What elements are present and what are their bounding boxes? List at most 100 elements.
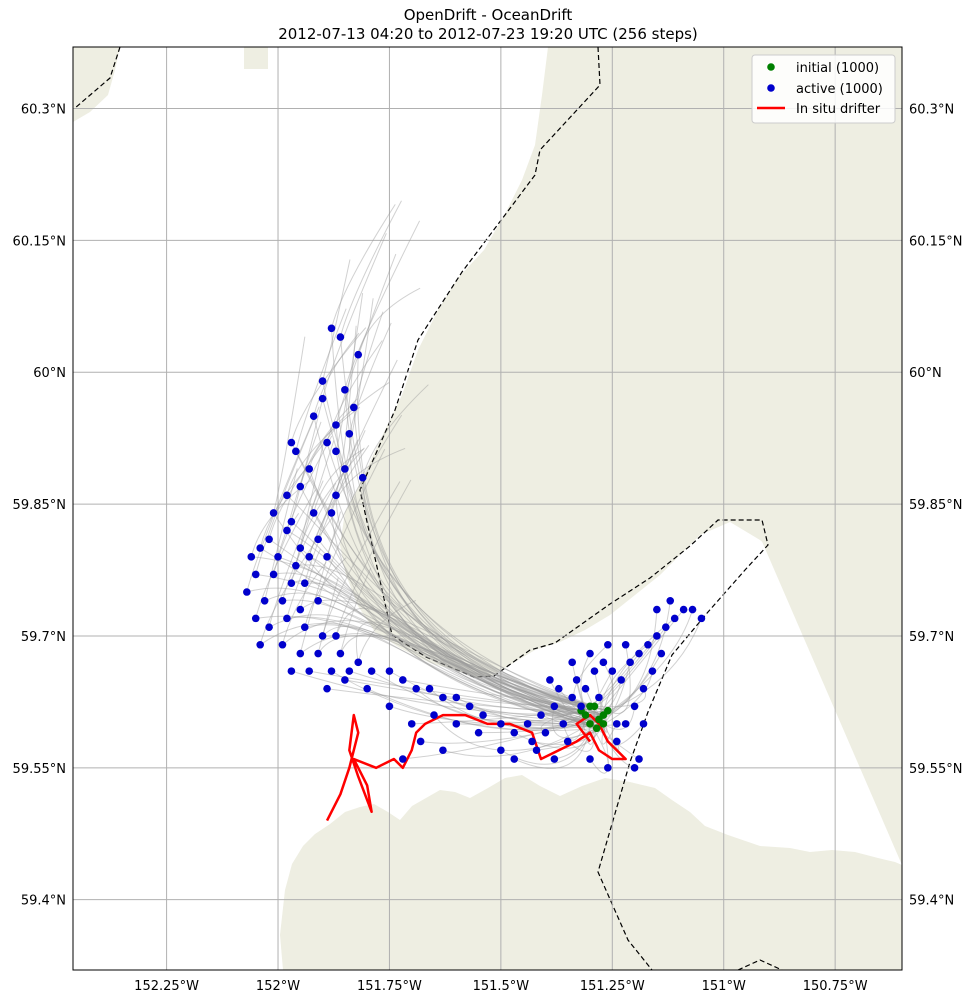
trajectory-line <box>514 723 604 749</box>
x-tick-label-6: 150.75°W <box>803 979 868 994</box>
active-point <box>479 711 487 719</box>
trajectory-line <box>335 292 591 725</box>
trajectory-line <box>299 398 597 729</box>
active-point <box>439 746 447 755</box>
initial-point <box>586 702 594 711</box>
x-tick-label-0: 152.25°W <box>134 979 199 994</box>
trajectory-line <box>308 382 600 720</box>
active-point <box>341 465 349 473</box>
active-point <box>341 386 349 394</box>
chart-subtitle: 2012-07-13 04:20 to 2012-07-23 19:20 UTC… <box>278 25 698 43</box>
trajectory-line <box>389 705 604 726</box>
active-point <box>523 720 532 728</box>
trajectory-line <box>598 609 693 720</box>
active-point <box>621 640 630 649</box>
active-point <box>612 737 621 746</box>
x-tick-label-5: 151°W <box>702 979 746 994</box>
y-tick-label-right-5: 60.15°N <box>909 234 962 249</box>
active-point <box>679 605 688 614</box>
trajectory-line <box>420 718 600 744</box>
active-point <box>314 649 322 658</box>
trajectory-line <box>268 428 600 720</box>
active-point <box>385 702 394 711</box>
active-point <box>287 517 296 526</box>
active-point <box>292 447 300 456</box>
initial-point <box>586 720 594 728</box>
trajectory-line <box>263 468 604 725</box>
y-tick-label-left-5: 60.15°N <box>13 234 66 249</box>
trajectory-line <box>335 253 591 707</box>
active-point <box>283 491 291 500</box>
y-tick-label-left-3: 59.85°N <box>13 498 66 513</box>
trajectory-line <box>281 561 586 716</box>
active-point <box>416 737 425 746</box>
y-tick-label-left-2: 59.7°N <box>21 630 66 645</box>
trajectory-line <box>290 393 595 707</box>
x-tick-label-4: 151.25°W <box>580 979 645 994</box>
trajectory-line <box>322 259 591 725</box>
active-point <box>300 623 309 631</box>
active-point <box>287 438 296 447</box>
active-point <box>251 570 260 579</box>
trajectory-line <box>335 325 604 725</box>
initial-point <box>604 706 612 715</box>
plot-frame <box>72 46 903 971</box>
active-point <box>666 597 675 605</box>
trajectory-line <box>573 644 609 712</box>
active-point <box>358 473 367 482</box>
trajectory-line <box>295 440 595 707</box>
active-point <box>309 509 318 517</box>
trajectory-line <box>286 421 608 712</box>
active-point <box>474 728 483 737</box>
active-point <box>296 482 305 491</box>
active-point <box>296 649 305 658</box>
trajectory-line <box>259 465 604 725</box>
active-point <box>314 535 322 544</box>
active-point <box>430 711 438 719</box>
active-point <box>251 614 260 623</box>
legend-label-initial: initial (1000) <box>796 61 879 76</box>
active-point <box>541 728 550 737</box>
active-point <box>653 605 661 614</box>
y-tick-label-right-2: 59.7°N <box>909 630 954 645</box>
y-tick-label-right-1: 59.55°N <box>909 762 962 777</box>
trajectory-line <box>313 332 597 729</box>
y-tick-label-right-0: 59.4°N <box>909 894 954 909</box>
trajectory-line <box>317 577 604 716</box>
active-point <box>274 553 282 561</box>
active-point <box>590 667 599 675</box>
trajectory-line <box>344 220 600 720</box>
trajectory-line <box>554 706 595 760</box>
active-point <box>626 658 634 667</box>
active-point <box>407 720 416 728</box>
trajectory-line <box>273 336 586 716</box>
active-point <box>635 649 643 658</box>
trajectory-line <box>402 679 595 707</box>
trajectory-line <box>330 447 591 725</box>
trajectory-line <box>313 448 604 716</box>
active-point <box>581 684 590 693</box>
active-point <box>332 447 340 456</box>
active-point <box>300 579 309 588</box>
trajectory-line <box>299 511 595 707</box>
active-point <box>412 684 420 693</box>
active-point <box>278 597 287 605</box>
active-point <box>349 403 358 412</box>
active-point <box>670 614 679 623</box>
active-point <box>323 684 331 693</box>
grid-lines <box>73 47 902 970</box>
active-point <box>336 649 345 658</box>
trajectory-line <box>589 609 684 725</box>
active-point <box>296 544 305 552</box>
active-point <box>287 579 296 588</box>
active-point <box>269 570 278 579</box>
active-point <box>572 676 581 684</box>
trajectory-line <box>304 557 582 712</box>
active-point <box>621 720 630 728</box>
active-point <box>327 667 336 675</box>
trajectory-line <box>290 327 586 716</box>
active-point <box>630 764 639 772</box>
trajectory-line <box>326 340 604 716</box>
boundary-lines <box>74 47 783 970</box>
